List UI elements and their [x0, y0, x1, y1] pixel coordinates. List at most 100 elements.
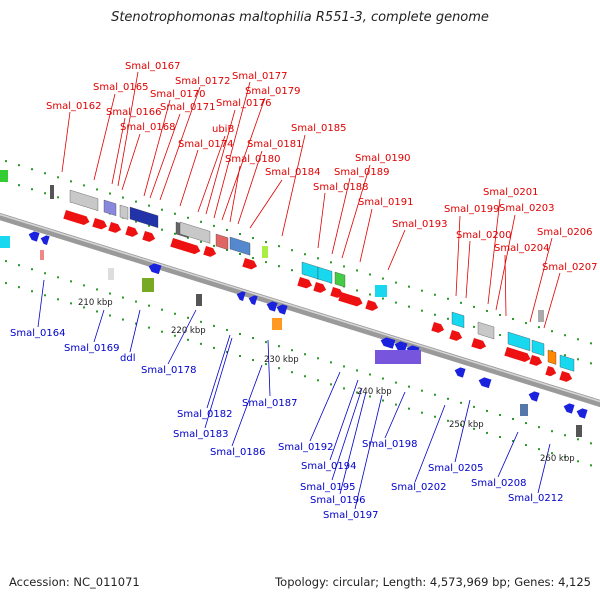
- gene-label[interactable]: Smal_0199: [444, 204, 499, 215]
- gene-label[interactable]: Smal_0206: [537, 227, 592, 238]
- gene-label[interactable]: Smal_0192: [278, 442, 333, 453]
- gene-label[interactable]: Smal_0204: [494, 243, 549, 254]
- gene-label[interactable]: Smal_0212: [508, 493, 563, 504]
- scale-dot: [447, 317, 449, 320]
- scale-dot: [31, 188, 33, 191]
- scale-dot: [499, 333, 501, 336]
- scale-dot: [499, 435, 501, 438]
- gene-label[interactable]: Smal_0195: [300, 482, 355, 493]
- reverse-gene-arrow: [236, 291, 246, 301]
- gene-label[interactable]: Smal_0185: [291, 123, 346, 134]
- gene-box: [451, 311, 465, 328]
- gene-label[interactable]: ddl: [120, 353, 135, 364]
- gene-label[interactable]: Smal_0201: [483, 187, 538, 198]
- gene-label[interactable]: Smal_0187: [242, 398, 297, 409]
- gene-label[interactable]: Smal_0168: [120, 122, 175, 133]
- scale-dot: [460, 401, 462, 404]
- leader-line: [205, 109, 236, 215]
- gene-label[interactable]: Smal_0169: [64, 343, 119, 354]
- gene-label[interactable]: Smal_0207: [542, 262, 597, 273]
- gene-label[interactable]: Smal_0205: [428, 463, 483, 474]
- forward-gene-arrow: [142, 231, 156, 242]
- forward-gene-arrow: [431, 322, 445, 333]
- gene-label[interactable]: Smal_0202: [391, 482, 446, 493]
- gene-label[interactable]: Smal_0194: [301, 461, 356, 472]
- scale-dot: [512, 418, 514, 421]
- scale-dot: [161, 208, 163, 211]
- leader-line: [504, 254, 507, 317]
- scale-dot: [226, 228, 228, 231]
- gene-label[interactable]: Smal_0197: [323, 510, 378, 521]
- topology-text: Topology: circular; Length: 4,573,969 bp…: [275, 575, 591, 589]
- gene-label[interactable]: Smal_0198: [362, 439, 417, 450]
- gene-label[interactable]: Smal_0162: [46, 101, 101, 112]
- gene-label[interactable]: Smal_0164: [10, 328, 65, 339]
- reverse-gene-arrow: [478, 377, 492, 389]
- gene-label[interactable]: Smal_0165: [93, 82, 148, 93]
- gene-label[interactable]: Smal_0182: [177, 409, 232, 420]
- scale-dot: [278, 345, 280, 348]
- gene-label[interactable]: Smal_0190: [355, 153, 410, 164]
- gene-box: [108, 268, 114, 280]
- gene-label[interactable]: Smal_0180: [225, 154, 280, 165]
- gene-label[interactable]: Smal_0171: [160, 102, 215, 113]
- scale-dot: [122, 296, 124, 299]
- gene-label[interactable]: Smal_0196: [310, 495, 365, 506]
- scale-dot: [434, 393, 436, 396]
- forward-gene-arrow: [63, 210, 90, 225]
- genome-backbone: [0, 212, 600, 408]
- gene-label[interactable]: Smal_0179: [245, 86, 300, 97]
- gene-box: [477, 321, 495, 340]
- scale-dot: [330, 383, 332, 386]
- gene-label[interactable]: Smal_0193: [392, 219, 447, 230]
- gene-label[interactable]: Smal_0166: [106, 107, 161, 118]
- scale-dot: [187, 216, 189, 219]
- leader-line: [543, 272, 561, 329]
- scale-dot: [382, 377, 384, 380]
- gene-label[interactable]: ubiB: [212, 124, 234, 135]
- scale-dot: [291, 269, 293, 272]
- gene-label[interactable]: Smal_0178: [141, 365, 196, 376]
- gene-label[interactable]: Smal_0177: [232, 71, 287, 82]
- gene-marker: [50, 185, 54, 199]
- gene-label[interactable]: Smal_0167: [125, 61, 180, 72]
- gene-label[interactable]: Smal_0172: [175, 76, 230, 87]
- scale-dot: [525, 444, 527, 447]
- scale-dot: [356, 289, 358, 292]
- scale-dot: [356, 391, 358, 394]
- scale-dot: [447, 419, 449, 422]
- gene-label[interactable]: Smal_0186: [210, 447, 265, 458]
- scale-dot: [369, 395, 371, 398]
- gene-label[interactable]: Smal_0189: [334, 167, 389, 178]
- leader-line: [354, 394, 383, 510]
- gene-box: [196, 294, 202, 306]
- scale-dot: [434, 293, 436, 296]
- scale-dot: [369, 293, 371, 296]
- scale-dot: [252, 359, 254, 362]
- gene-label[interactable]: Smal_0188: [313, 182, 368, 193]
- gene-box: [69, 189, 99, 211]
- gene-label[interactable]: Smal_0183: [173, 429, 228, 440]
- reverse-gene-arrow: [563, 403, 575, 414]
- gene-label[interactable]: Smal_0170: [150, 89, 205, 100]
- scale-dot: [395, 301, 397, 304]
- gene-label[interactable]: Smal_0191: [358, 197, 413, 208]
- scale-dot: [18, 264, 20, 267]
- forward-gene-arrow: [449, 330, 463, 341]
- gene-label[interactable]: Smal_0200: [456, 230, 511, 241]
- scale-dot: [265, 341, 267, 344]
- leader-line: [329, 379, 359, 461]
- reverse-gene-arrow: [380, 337, 396, 349]
- gene-label[interactable]: Smal_0208: [471, 478, 526, 489]
- scale-dot: [369, 273, 371, 276]
- gene-label[interactable]: Smal_0176: [216, 98, 271, 109]
- scale-dot: [473, 427, 475, 430]
- scale-dot: [538, 326, 540, 329]
- scale-dot: [18, 286, 20, 289]
- gene-label[interactable]: Smal_0181: [247, 139, 302, 150]
- gene-label[interactable]: Smal_0174: [178, 139, 233, 150]
- scale-dot: [486, 409, 488, 412]
- gene-label[interactable]: Smal_0184: [265, 167, 320, 178]
- gene-label[interactable]: Smal_0203: [499, 203, 554, 214]
